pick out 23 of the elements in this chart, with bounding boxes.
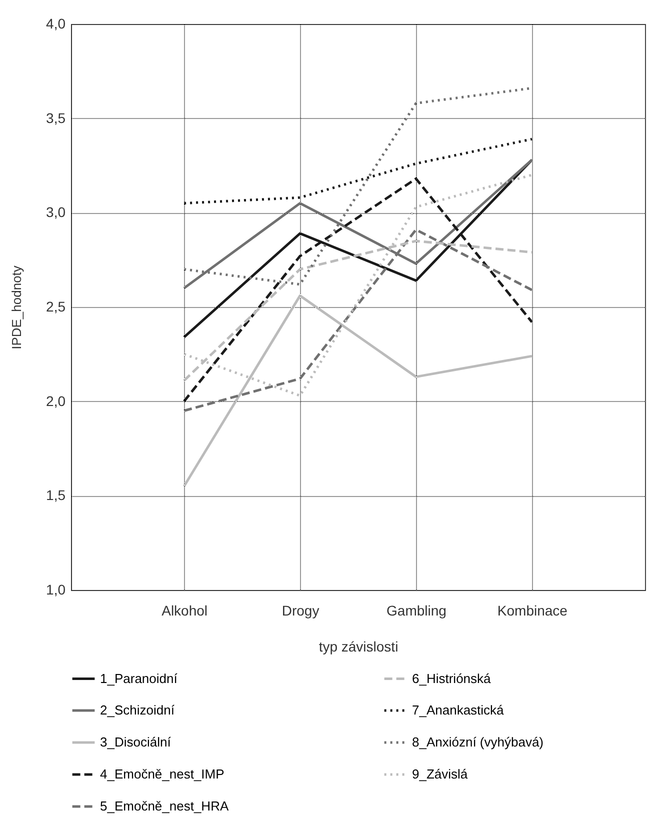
x-tick-label: Drogy <box>282 602 320 618</box>
y-tick-label: 3,5 <box>46 110 66 126</box>
legend-label: 3_Disociální <box>100 734 172 750</box>
line-series <box>182 138 534 204</box>
x-tick-label: Kombinace <box>497 602 568 618</box>
y-tick-label: 1,0 <box>46 582 66 598</box>
legend-label: 6_Histriónská <box>412 670 492 686</box>
y-tick-label: 1,5 <box>46 487 66 504</box>
x-tick-label: Alkohol <box>162 602 208 618</box>
legend-label: 7_Anankastická <box>412 702 505 718</box>
legend-label: 8_Anxiózní (vyhýbavá) <box>412 734 544 750</box>
y-tick-label: 3,0 <box>46 204 66 220</box>
legend-label: 4_Emočně_nest_IMP <box>100 766 224 782</box>
x-tick-label: Gambling <box>386 602 446 618</box>
y-tick-label: 4,0 <box>46 16 66 32</box>
legend-label: 9_Závislá <box>412 766 468 782</box>
x-axis-title: typ závislosti <box>318 638 398 654</box>
y-tick-label: 2,5 <box>46 298 66 314</box>
y-tick-label: 2,0 <box>46 392 66 409</box>
legend-label: 1_Paranoidní <box>100 670 178 686</box>
legend-label: 2_Schizoidní <box>100 702 175 718</box>
y-axis-title: IPDE_hodnoty <box>9 265 24 350</box>
legend-label: 5_Emočně_nest_HRA <box>100 798 229 814</box>
